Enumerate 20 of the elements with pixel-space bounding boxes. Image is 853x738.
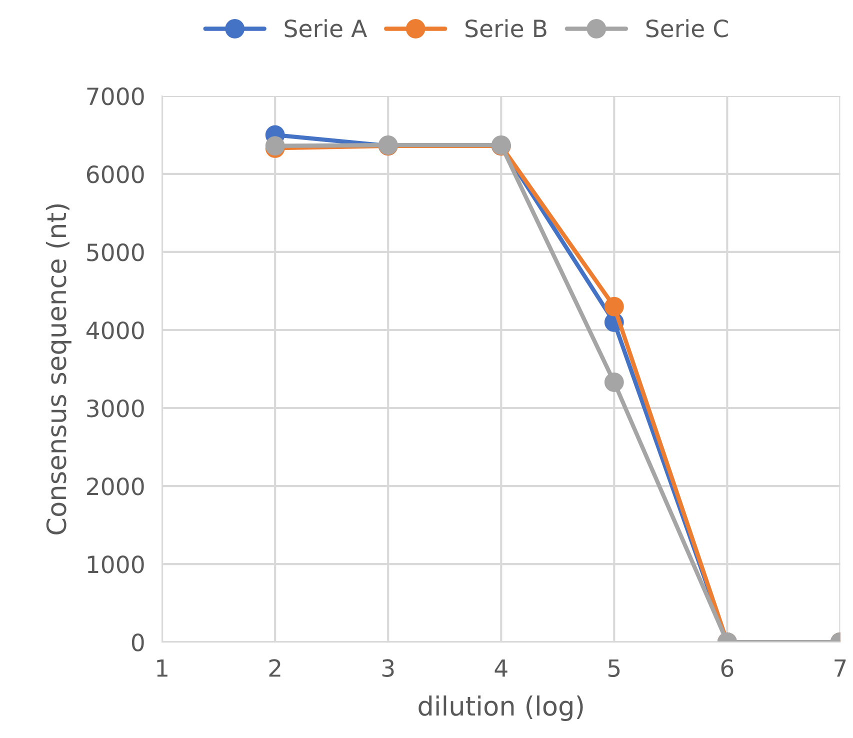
x-tick-label: 2 [269, 659, 280, 677]
x-axis-title: dilution (log) [418, 695, 583, 722]
legend-label: Serie B [466, 19, 546, 38]
x-tick-label: 1 [157, 659, 168, 677]
legend-label: Serie C [646, 19, 728, 38]
y-tick-label: 3000 [87, 399, 144, 418]
legend-label: Serie A [284, 19, 368, 38]
y-tick-label: 1000 [88, 555, 144, 574]
y-axis-title: Consensus sequence (nt) [46, 204, 72, 534]
y-tick-label: 7000 [87, 87, 144, 106]
y-tick-label: 0 [132, 634, 144, 652]
x-tick-label: 4 [494, 659, 508, 677]
x-tick-label: 7 [834, 659, 846, 677]
x-tick-label: 5 [608, 659, 620, 678]
y-tick-label: 5000 [87, 243, 144, 262]
x-tick-label: 3 [382, 659, 394, 678]
y-tick-label: 6000 [86, 165, 144, 184]
y-tick-label: 2000 [87, 477, 144, 496]
y-tick-label: 4000 [86, 321, 144, 340]
x-tick-label: 6 [721, 659, 734, 678]
